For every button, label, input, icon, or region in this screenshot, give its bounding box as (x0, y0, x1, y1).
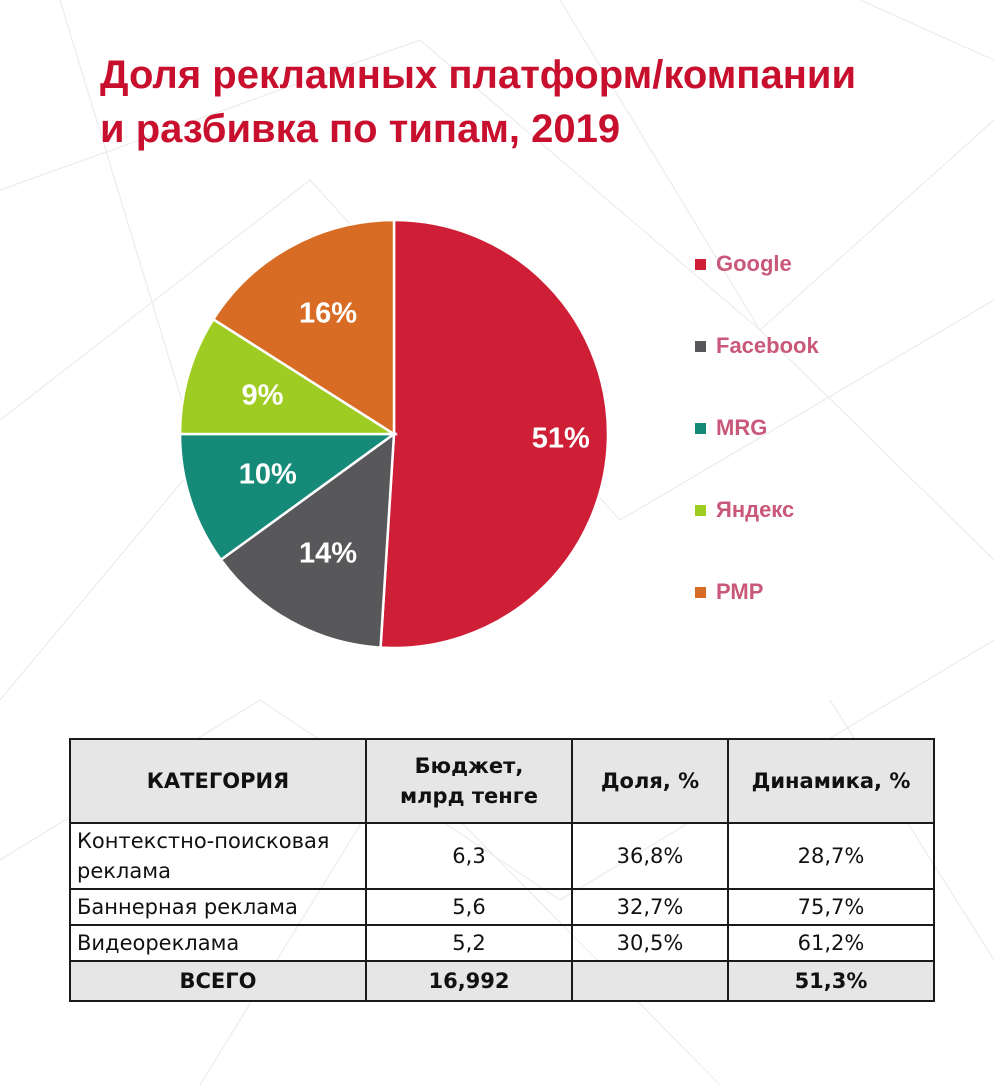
row-dynamics: 28,7% (727, 822, 935, 890)
pie-slice-mrg (178, 432, 398, 562)
table-row: Баннерная реклама 5,6 32,7% 75,7% (69, 888, 935, 926)
row-share: 36,8% (571, 822, 729, 890)
row-budget: 5,6 (365, 888, 573, 926)
chart-title: Доля рекламных платформ/компании и разби… (100, 48, 980, 156)
legend-label-facebook: Facebook (716, 333, 819, 358)
pie-slice-яндекс (178, 317, 399, 436)
row-dynamics: 61,2% (727, 924, 935, 962)
legend-swatch-yandex (695, 505, 706, 516)
pie-label-mrg: 10% (238, 458, 297, 491)
legend-swatch-rmr (695, 587, 706, 598)
row-budget: 6,3 (365, 822, 573, 890)
row-category: Баннерная реклама (69, 888, 367, 926)
header-budget-line-2: млрд тенге (400, 784, 538, 808)
row-budget: 5,2 (365, 924, 573, 962)
total-share (571, 960, 729, 1002)
table-total-row: ВСЕГО 16,992 51,3% (69, 960, 935, 1002)
row-share: 32,7% (571, 888, 729, 926)
legend-item-yandex: Яндекс (695, 496, 895, 578)
table-row: Контекстно-поисковая реклама 6,3 36,8% 2… (69, 822, 935, 890)
pie-slice-google (379, 218, 610, 650)
total-label: ВСЕГО (69, 960, 367, 1002)
pie-slice-facebook (219, 431, 396, 649)
table-row: Видеореклама 5,2 30,5% 61,2% (69, 924, 935, 962)
pie-slice-рмр (211, 218, 396, 437)
pie-label-facebook: 14% (298, 537, 358, 570)
row-category: Контекстно-поисковая реклама (69, 822, 367, 890)
budget-table: КАТЕГОРИЯ Бюджет, млрд тенге Доля, % Дин… (69, 738, 935, 1002)
chart-title-line-1: Доля рекламных платформ/компании (100, 53, 857, 97)
total-budget: 16,992 (365, 960, 573, 1002)
header-share: Доля, % (571, 738, 729, 824)
legend-item-mrg: MRG (695, 414, 895, 496)
row-dynamics: 75,7% (727, 888, 935, 926)
pie-chart (178, 218, 610, 650)
pie-label-рмр: 16% (298, 297, 358, 330)
legend-label-google: Google (716, 251, 792, 276)
pie-label-google: 51% (531, 422, 590, 455)
legend-label-yandex: Яндекс (716, 497, 795, 522)
header-budget-line-1: Бюджет, (414, 754, 524, 778)
legend-swatch-google (695, 259, 706, 270)
row-category-line-1: Контекстно-поисковая (77, 829, 330, 853)
legend-label-mrg: MRG (716, 415, 768, 440)
table-header-row: КАТЕГОРИЯ Бюджет, млрд тенге Доля, % Дин… (69, 738, 935, 824)
row-category-line-2: реклама (77, 859, 171, 883)
row-share: 30,5% (571, 924, 729, 962)
total-dynamics: 51,3% (727, 960, 935, 1002)
legend-swatch-mrg (695, 423, 706, 434)
legend-item-rmr: РМР (695, 578, 895, 660)
header-budget: Бюджет, млрд тенге (365, 738, 573, 824)
row-category: Видеореклама (69, 924, 367, 962)
legend-item-facebook: Facebook (695, 332, 895, 414)
chart-legend: Google Facebook MRG Яндекс РМР (695, 250, 895, 660)
legend-swatch-facebook (695, 341, 706, 352)
chart-title-line-2: и разбивка по типам, 2019 (100, 107, 621, 151)
legend-item-google: Google (695, 250, 895, 332)
header-dynamics: Динамика, % (727, 738, 935, 824)
pie-label-яндекс: 9% (241, 379, 284, 412)
legend-label-rmr: РМР (716, 579, 764, 604)
header-category: КАТЕГОРИЯ (69, 738, 367, 824)
